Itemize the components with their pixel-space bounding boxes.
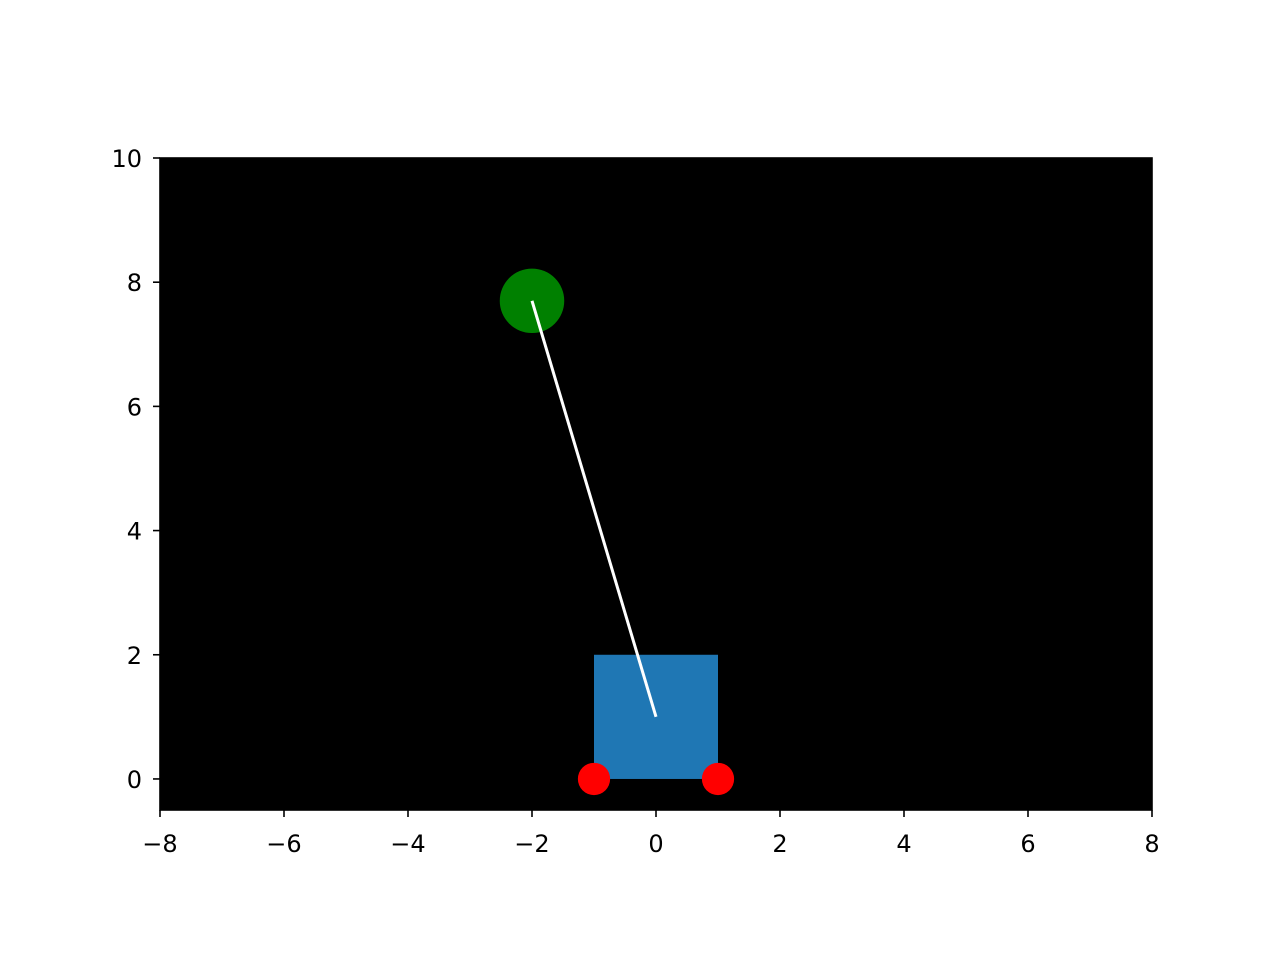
x-tick-label: −4 [390, 830, 425, 858]
pendulum-pole [530, 300, 658, 718]
x-tick-label: 6 [1020, 830, 1035, 858]
x-tick-label: 4 [896, 830, 911, 858]
x-axis: −8 −6 −4 −2 0 2 4 6 8 [142, 810, 1160, 858]
x-tick-label: −2 [514, 830, 549, 858]
x-tick-label: −8 [142, 830, 177, 858]
y-tick-label: 6 [127, 393, 142, 421]
y-tick-label: 10 [111, 145, 142, 173]
left-wheel [577, 762, 611, 796]
y-tick-label: 2 [127, 642, 142, 670]
x-tick-label: −6 [266, 830, 301, 858]
cart-body [594, 654, 718, 779]
x-tick-label: 0 [648, 830, 663, 858]
y-tick-label: 0 [127, 766, 142, 794]
y-tick-label: 8 [127, 269, 142, 297]
x-tick-label: 8 [1144, 830, 1159, 858]
x-tick-label: 2 [772, 830, 787, 858]
y-tick-label: 4 [127, 518, 142, 546]
y-axis: 0 2 4 6 8 10 [111, 145, 160, 794]
right-wheel [701, 762, 735, 796]
